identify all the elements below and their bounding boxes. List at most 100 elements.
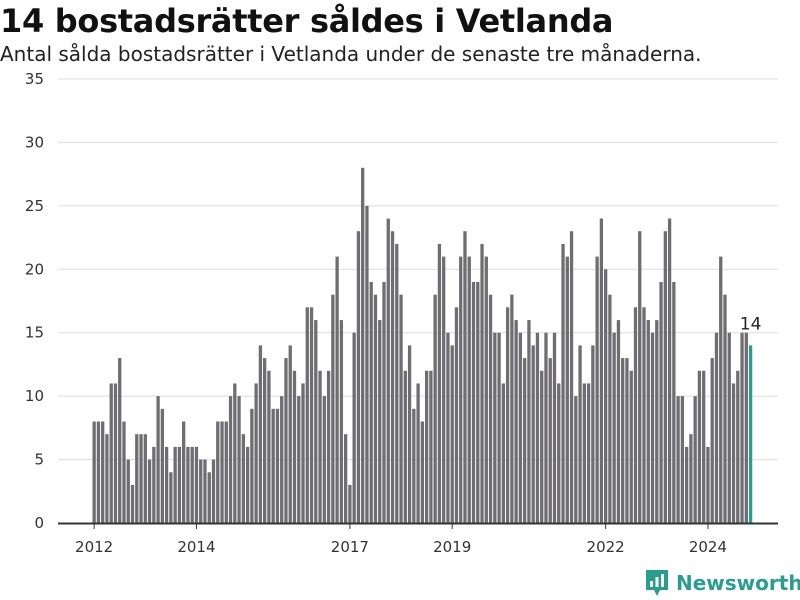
bar [505,307,510,523]
y-tick-label: 20 [25,260,44,278]
bar [173,446,177,523]
bar [288,345,292,523]
bar [710,358,714,523]
bar [164,446,169,523]
bar [471,281,476,523]
bar [727,332,731,523]
bar [689,434,693,523]
bar [493,332,497,523]
y-tick-label: 30 [25,133,44,151]
bar [216,421,220,523]
bar [672,281,676,523]
bar [395,243,399,523]
bar [714,332,719,523]
bar [207,472,211,523]
bar [211,459,216,523]
bar [169,472,173,523]
bar [182,421,186,523]
bar [318,370,322,523]
bar [280,396,284,523]
bar [599,218,604,524]
bar [621,358,625,523]
bar [177,446,182,523]
bar [433,294,437,523]
bar [352,332,356,523]
bar [633,307,638,523]
bar [305,307,309,523]
bar [612,332,616,523]
bar [126,459,130,523]
bar [147,459,152,523]
bar [284,358,288,523]
bar [616,320,621,523]
bar [744,332,748,523]
bar [693,396,697,523]
bar [203,459,207,523]
bar [604,269,608,523]
bar [591,345,595,523]
x-tick-label: 2017 [331,538,369,556]
bar [160,408,164,523]
bar [139,434,143,523]
bar [527,320,531,523]
y-tick-label: 10 [25,387,44,405]
bar [523,358,527,523]
bar [514,320,518,523]
bar [271,408,275,523]
bar [501,383,505,523]
bar [267,370,271,523]
bar [143,434,147,523]
bar [736,370,740,523]
bar [122,421,126,523]
bar [574,396,578,523]
bar [399,294,403,523]
bar [156,396,160,523]
bar [663,231,667,524]
bar [518,332,523,523]
bar [442,256,446,523]
bar [228,396,233,523]
bar [467,256,471,523]
bar [292,370,297,523]
x-axis-ticks: 2012 2014 2017 2019 2022 2024 [75,523,727,556]
bar [463,231,467,524]
bar [480,243,484,523]
bar [595,256,599,523]
bar [118,358,122,523]
bar [437,243,442,523]
bar [535,332,540,523]
bar [309,307,314,523]
bar [488,294,493,523]
bar [403,370,407,523]
y-tick-label: 5 [34,451,44,469]
y-tick-label: 15 [25,324,44,342]
bar [331,294,335,523]
bar [365,205,369,524]
bar [412,408,416,523]
bar [152,446,156,523]
bar [237,396,241,523]
bar [650,332,655,523]
newsworthy-logo[interactable]: Newsworthy [644,568,800,598]
bar [629,370,633,523]
bar [702,370,706,523]
x-tick-label: 2024 [689,538,727,556]
bar [356,231,361,524]
bar [199,459,203,523]
bar [731,383,736,523]
x-tick-label: 2014 [177,538,215,556]
bars [92,167,753,524]
bar [450,345,454,523]
bar [233,383,237,523]
bar [484,256,488,523]
bar [373,294,378,523]
bar [676,396,680,523]
bar [706,446,710,523]
bar [335,256,339,523]
bar [642,307,646,523]
bar [348,484,352,523]
bar [322,396,326,523]
y-tick-label: 25 [25,197,44,215]
bar [113,383,118,523]
